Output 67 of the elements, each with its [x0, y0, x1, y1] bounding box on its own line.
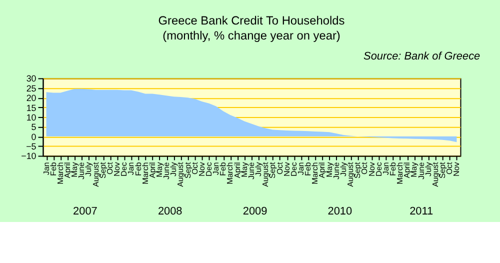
x-tick-label: Feb	[388, 162, 398, 176]
x-tick-label: Feb	[134, 162, 143, 176]
x-tick-label: April	[402, 162, 412, 178]
y-tick-label: −10	[21, 151, 36, 162]
x-tick-label: April	[62, 162, 72, 178]
x-tick-label: May	[70, 162, 80, 178]
x-tick-label: June	[416, 162, 426, 180]
x-tick-label: June	[77, 162, 86, 180]
y-tick-label: 30	[26, 74, 36, 84]
y-tick-label: 10	[26, 112, 36, 122]
x-tick-label: March	[140, 162, 150, 184]
x-tick-label: May	[410, 162, 419, 178]
text: 2011	[410, 205, 434, 218]
x-tick-label: August	[176, 161, 186, 187]
y-tick-label: 25	[26, 83, 36, 94]
y-tick-label: −5	[26, 142, 36, 152]
x-tick-label: Oct	[445, 161, 454, 175]
y-tick-label: 0	[31, 132, 36, 142]
x-tick-label: Dec	[120, 162, 129, 176]
x-tick-label: Feb	[304, 162, 313, 176]
x-tick-label: June	[162, 162, 172, 180]
x-tick-label: March	[226, 162, 235, 184]
y-tick-label: 5	[31, 122, 36, 132]
x-tick-label: Sept	[353, 161, 362, 179]
text: 2010	[328, 205, 352, 218]
x-tick-label: Dec	[204, 162, 214, 176]
x-tick-label: Nov	[282, 162, 292, 176]
x-tick-label: March	[310, 162, 320, 184]
x-tick-label: April	[232, 162, 242, 178]
x-tick-label: Nov	[197, 162, 206, 176]
text: 2009	[242, 205, 268, 218]
x-tick-label: July	[84, 162, 94, 176]
x-tick-label: Jan	[296, 162, 306, 176]
x-tick-label: Jan	[126, 162, 136, 176]
text: 2007	[73, 205, 98, 218]
x-tick-label: July	[424, 162, 433, 176]
x-tick-label: July	[338, 162, 348, 176]
x-tick-label: Feb	[218, 162, 228, 176]
x-tick-label: Sept	[438, 161, 448, 179]
x-tick-label: Nov	[452, 162, 462, 176]
x-tick-label: August	[261, 161, 270, 187]
x-tick-label: Oct	[360, 161, 370, 175]
x-tick-label: August	[346, 161, 356, 187]
x-tick-label: Jan	[381, 162, 390, 176]
y-tick-label: 15	[26, 102, 36, 113]
x-tick-label: April	[318, 162, 327, 178]
text: 2008	[158, 205, 182, 218]
x-tick-label: Nov	[367, 162, 376, 176]
x-tick-label: Dec	[374, 162, 384, 176]
chart-title: Greece Bank Credit To Households	[158, 14, 345, 28]
x-tick-label: Sept	[268, 161, 278, 179]
x-tick-label: August	[91, 161, 100, 187]
x-tick-label: Nov	[112, 162, 122, 176]
x-tick-label: March	[396, 162, 405, 184]
x-tick-label: March	[56, 162, 65, 184]
x-tick-label: May	[324, 162, 334, 178]
chart-subtitle: (monthly, % change year on year)	[162, 28, 340, 42]
x-tick-label: July	[169, 162, 178, 176]
x-tick-label: Oct	[275, 161, 284, 175]
source-note: Source: Bank of Greece	[364, 50, 480, 62]
x-tick-label: Dec	[289, 162, 298, 176]
x-tick-label: Jan	[42, 162, 51, 176]
x-tick-label: Feb	[48, 162, 58, 176]
y-tick-label: 20	[26, 93, 36, 104]
x-tick-label: Jan	[212, 162, 221, 176]
x-tick-label: July	[254, 162, 264, 176]
x-tick-label: April	[148, 162, 157, 178]
